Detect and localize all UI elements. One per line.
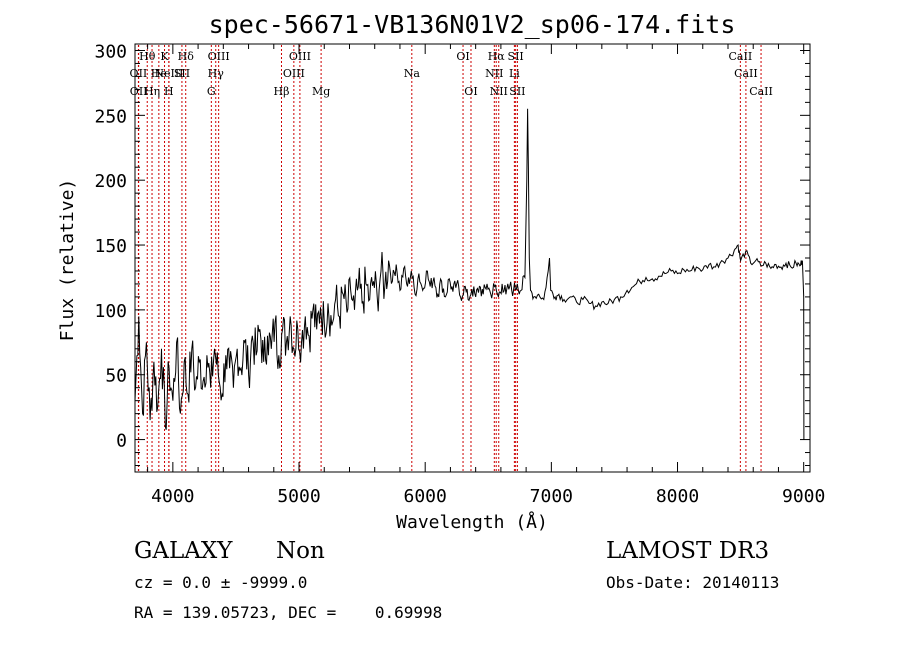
line-marker-label: SII [174,67,190,80]
line-marker-label: OI [464,85,477,98]
line-marker-label: CaII [749,85,773,98]
line-marker-label: He [151,67,167,80]
line-marker-label: OIII [283,67,305,80]
line-markers [137,45,762,471]
y-tick-label: 0 [116,431,127,452]
obs-date: Obs-Date: 20140113 [606,573,780,592]
coordinates-line: RA = 139.05723, DEC = 0.69998 [134,603,443,622]
line-marker-label: Mg [312,85,330,98]
line-marker-label: H [164,85,174,98]
line-marker-label: OII [130,85,148,98]
plot-frame [134,43,811,473]
x-tick-label: 9000 [782,486,825,507]
line-marker-label: Li [509,67,520,80]
line-marker-label: OI [456,50,469,63]
line-marker-label: OII [130,67,148,80]
line-marker-labels: OII OII Hθ Hη He K H NeIII Hδ SII OIII Hγ G OIII OIII H… [130,50,773,98]
y-tick-label: 100 [94,301,127,322]
object-subclass: Non [276,538,325,564]
x-tick-label: 4000 [151,486,194,507]
line-marker-label: SII [508,50,524,63]
x-axis-label: Wavelength (Å) [396,511,548,533]
object-class: GALAXY [134,538,233,564]
y-tick-label: 300 [94,41,127,62]
line-marker-label: Hδ [178,50,195,63]
line-marker-label: CaII [729,50,753,63]
spectrum-line [134,108,805,440]
y-axis-label: Flux (relative) [57,179,78,342]
x-tick-label: 7000 [530,486,573,507]
chart-title: spec-56671-VB136N01V2_sp06-174.fits [209,10,736,39]
line-marker-label: OIII [289,50,311,63]
line-marker-label: NII [485,67,503,80]
line-marker-label: NII [490,85,508,98]
line-marker-label: Hη [144,85,160,98]
y-tick-label: 200 [94,171,127,192]
x-axis: 4000 5000 6000 7000 8000 9000 [147,44,825,507]
line-marker-label: Hγ [208,67,225,80]
y-axis: 0 50 100 150 200 250 300 [94,41,810,467]
line-marker-label: G [207,85,216,98]
x-tick-label: 6000 [404,486,447,507]
y-tick-label: 250 [94,106,127,127]
line-marker-label: SII [509,85,525,98]
line-marker-label: Hθ [139,50,156,63]
line-marker-label: Hβ [274,85,290,98]
y-tick-label: 150 [94,236,127,257]
line-marker-label: Hα [488,50,506,63]
line-marker-label: Na [404,67,421,80]
y-tick-label: 50 [105,366,127,387]
x-tick-label: 8000 [656,486,699,507]
line-marker-label: K [160,50,169,63]
line-marker-label: OIII [208,50,230,63]
redshift-line: cz = 0.0 ± -9999.0 [134,573,308,592]
x-tick-label: 5000 [277,486,320,507]
line-marker-label: NeIII [154,67,183,80]
survey-name: LAMOST DR3 [606,538,770,564]
line-marker-label: CaII [734,67,758,80]
